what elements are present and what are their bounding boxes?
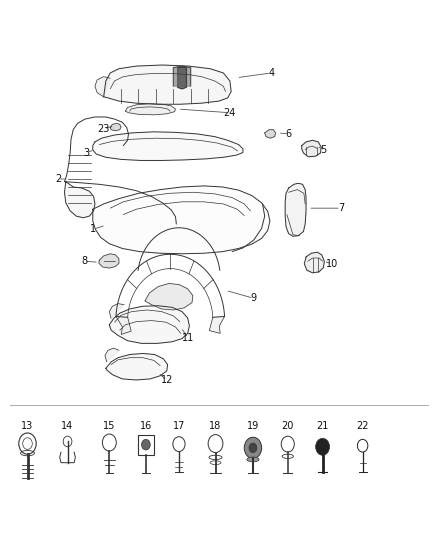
Text: 22: 22 — [357, 421, 369, 431]
Text: 9: 9 — [251, 293, 257, 303]
Text: 12: 12 — [161, 375, 173, 385]
Text: 17: 17 — [173, 421, 185, 431]
Circle shape — [244, 437, 261, 458]
Text: 23: 23 — [98, 124, 110, 134]
Text: 2: 2 — [55, 174, 61, 184]
Text: 14: 14 — [61, 421, 74, 431]
Polygon shape — [145, 284, 193, 310]
Polygon shape — [110, 304, 124, 318]
Text: 3: 3 — [83, 148, 89, 158]
Polygon shape — [173, 66, 191, 86]
Text: 16: 16 — [140, 421, 152, 431]
Circle shape — [249, 443, 257, 453]
Polygon shape — [64, 182, 95, 217]
Polygon shape — [93, 132, 243, 160]
Polygon shape — [99, 254, 119, 268]
Polygon shape — [95, 77, 110, 97]
Polygon shape — [106, 353, 168, 380]
Ellipse shape — [247, 457, 259, 462]
Text: 18: 18 — [209, 421, 222, 431]
Text: 8: 8 — [81, 256, 87, 266]
Polygon shape — [105, 348, 119, 362]
Polygon shape — [302, 140, 321, 157]
Circle shape — [316, 438, 329, 455]
Text: 1: 1 — [90, 224, 96, 235]
Text: 4: 4 — [268, 68, 274, 78]
Polygon shape — [110, 123, 121, 131]
Text: 24: 24 — [224, 108, 236, 118]
Polygon shape — [304, 252, 324, 273]
Text: 20: 20 — [282, 421, 294, 431]
Polygon shape — [116, 317, 131, 334]
Text: 10: 10 — [326, 259, 338, 269]
Polygon shape — [178, 67, 186, 89]
Text: 5: 5 — [320, 145, 327, 155]
Text: 15: 15 — [103, 421, 116, 431]
Polygon shape — [285, 183, 306, 236]
Text: 19: 19 — [247, 421, 259, 431]
Text: 11: 11 — [182, 333, 194, 343]
Polygon shape — [265, 130, 276, 138]
Text: 13: 13 — [21, 421, 34, 431]
Polygon shape — [209, 317, 225, 333]
Text: 6: 6 — [286, 129, 292, 139]
Polygon shape — [93, 186, 270, 254]
Text: 7: 7 — [338, 203, 344, 213]
Circle shape — [141, 439, 150, 450]
Text: 21: 21 — [316, 421, 329, 431]
Polygon shape — [104, 65, 231, 104]
Polygon shape — [125, 104, 176, 115]
Polygon shape — [110, 306, 189, 343]
